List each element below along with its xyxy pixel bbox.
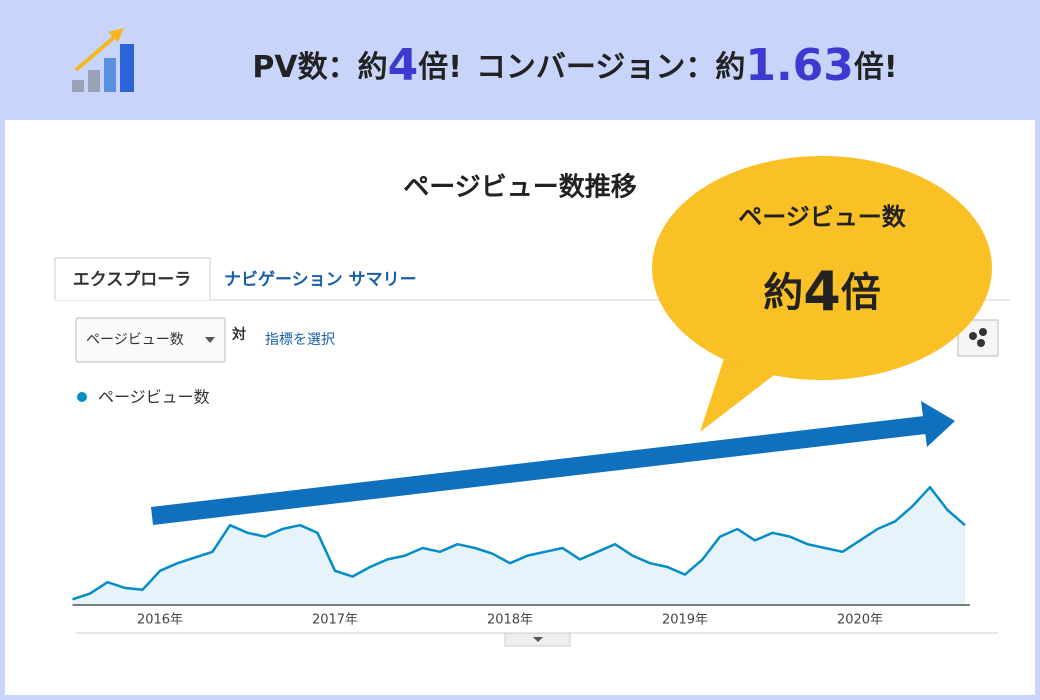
header-text: PV数：約4倍! コンバージョン：約1.63倍! [252, 40, 897, 91]
trend-arrow [150, 401, 955, 525]
plot: 2016年 2017年 2018年 2019年 2020年 [72, 485, 970, 628]
tab[interactable]: エクスプローラ [73, 269, 192, 290]
cv-multiplier: 1.63 [745, 40, 854, 91]
select-metric-link[interactable]: 指標を選択 [265, 332, 335, 348]
pv-multiplier: 4 [388, 40, 419, 91]
dropdown-arrow [205, 337, 215, 343]
icon-dot [969, 332, 977, 340]
callout-label: ページビュー数 [738, 203, 907, 231]
icon-dot [977, 339, 985, 347]
legend-label: ページビュー数 [98, 388, 210, 407]
growth-icon [72, 28, 134, 92]
line [72, 485, 966, 601]
callout [652, 156, 992, 432]
icon-dot [979, 328, 987, 336]
vs-text: 対 [231, 326, 246, 343]
callout-multiplier: 4 [803, 260, 841, 323]
tab[interactable]: ナビゲーション サマリー [224, 269, 417, 290]
pv-label: PV数：約 [252, 50, 387, 85]
x-tick-label: 2020年 [837, 613, 883, 628]
handle-arrow [533, 637, 543, 642]
area [72, 487, 965, 605]
x-tick-label: 2017年 [312, 613, 358, 628]
cv-label: コンバージョン：約 [476, 50, 745, 85]
cv-suffix: 倍! [854, 50, 898, 85]
metric-dropdown[interactable] [75, 317, 226, 363]
x-tick-label: 2019年 [662, 613, 708, 628]
callout-suffix: 倍 [841, 270, 881, 316]
legend-marker [77, 392, 87, 402]
pv-suffix: 倍! [418, 50, 462, 85]
tab-frame [54, 257, 211, 300]
x-tick-label: 2018年 [487, 613, 533, 628]
x-tick-label: 2016年 [137, 613, 183, 628]
callout-value: 約4倍 [763, 260, 881, 323]
chart-title: ページビュー数推移 [403, 173, 636, 203]
dropdown-text: ページビュー数 [86, 332, 184, 348]
callout-prefix: 約 [763, 270, 803, 316]
